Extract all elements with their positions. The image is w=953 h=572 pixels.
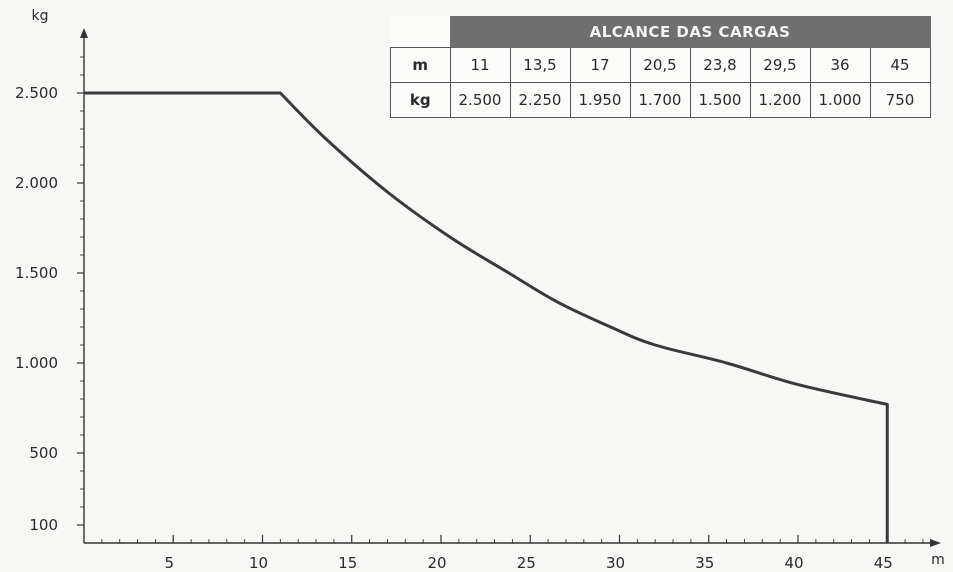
x-tick-label: 10 [249,554,268,572]
table-row-head: m [390,47,451,83]
table-cell: 1.200 [749,82,811,118]
y-axis-arrow [80,28,88,38]
table-cell: 1.500 [689,82,751,118]
x-axis-label: m [931,552,945,568]
y-tick-label: 100 [29,516,58,534]
y-tick-label: 2.500 [15,84,58,102]
x-axis-arrow [930,539,941,547]
x-tick-label: 30 [606,554,625,572]
x-tick-label: 40 [784,554,803,572]
table-cell: 20,5 [629,47,691,83]
load-curve [84,91,889,543]
y-tick-label: 2.000 [15,174,58,192]
table-cell: 45 [869,47,931,83]
y-tick-label: 500 [29,444,58,462]
x-tick-label: 20 [427,554,446,572]
table-cell: 1.000 [809,82,871,118]
y-tick-label: 1.000 [15,354,58,372]
x-tick-label: 45 [874,554,893,572]
table-cell: 36 [809,47,871,83]
x-tick-label: 5 [164,554,174,572]
table-cell: 750 [869,82,931,118]
table-title-row: ALCANCE DAS CARGAS [390,16,931,48]
table-row: m 11 13,5 17 20,5 23,8 29,5 36 45 [390,47,931,83]
load-range-table: ALCANCE DAS CARGAS m 11 13,5 17 20,5 23,… [390,16,931,118]
ticks: 5 10 15 20 25 30 35 40 45 100 500 1.000 1.500 2.000 2.… [15,56,924,572]
table-row-head: kg [390,82,451,118]
table-cell: 13,5 [509,47,571,83]
y-axis-label: kg [32,8,49,24]
table-row: kg 2.500 2.250 1.950 1.700 1.500 1.200 1… [390,82,931,118]
x-tick-label: 35 [695,554,714,572]
table-corner [390,16,450,48]
axes [80,28,941,547]
table-cell: 2.500 [449,82,511,118]
x-tick-label: 15 [338,554,357,572]
table-title: ALCANCE DAS CARGAS [449,16,931,48]
table-cell: 11 [449,47,511,83]
table-cell: 1.700 [629,82,691,118]
table-cell: 1.950 [569,82,631,118]
x-tick-label: 25 [517,554,536,572]
series [84,91,889,543]
y-tick-label: 1.500 [15,264,58,282]
table-cell: 17 [569,47,631,83]
table-cell: 23,8 [689,47,751,83]
table-cell: 2.250 [509,82,571,118]
table-cell: 29,5 [749,47,811,83]
